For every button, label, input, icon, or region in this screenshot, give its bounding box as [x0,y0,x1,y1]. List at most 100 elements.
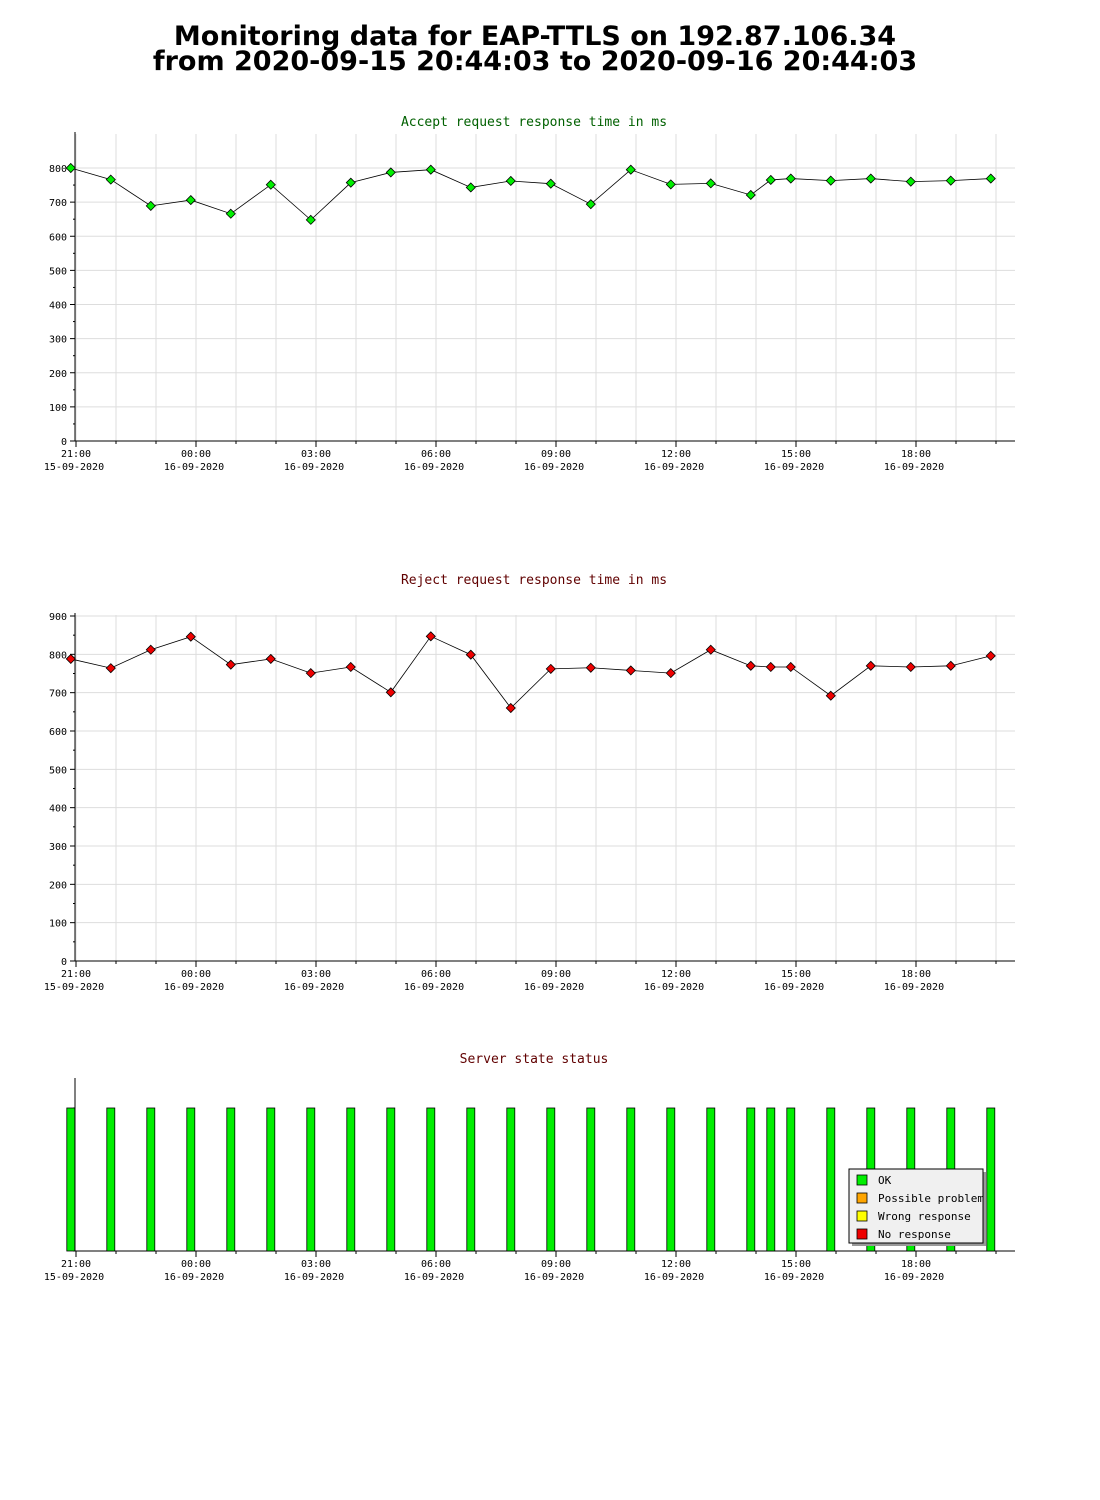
legend-label: OK [878,1174,892,1187]
data-point [985,173,996,184]
x-tick-label-time: 15:00 [781,449,811,460]
status-bar [666,1107,676,1252]
data-point [905,661,916,673]
x-tick-label-date: 15-09-2020 [44,462,104,473]
x-tick-label-time: 03:00 [301,969,331,980]
data-point [145,644,156,655]
x-tick-label-date: 16-09-2020 [884,982,944,993]
accept-response-chart: 0 100 200 300 400 500 600 700 800 Accept request … [44,115,1015,473]
y-tick-label: 600 [49,232,67,243]
x-tick-label-date: 16-09-2020 [164,1272,224,1283]
x-tick-label-time: 06:00 [421,969,451,980]
status-bar [506,1107,516,1252]
legend-swatch [856,1192,868,1204]
x-tick-label-date: 16-09-2020 [764,1272,824,1283]
data-point [105,663,116,674]
data-point [945,175,956,186]
data-point [505,702,516,714]
data-point [425,164,436,175]
x-tick-label-time: 09:00 [541,449,571,460]
x-tick-label-date: 16-09-2020 [164,982,224,993]
data-point [985,650,996,661]
x-tick-label-time: 09:00 [541,969,571,980]
data-point [765,174,776,186]
status-bar [586,1107,596,1252]
x-tick-label-time: 09:00 [541,1259,571,1270]
y-tick-label: 100 [49,919,67,930]
data-point [585,199,596,210]
y-tick-label: 400 [49,804,67,815]
data-point [545,178,556,189]
y-tick-label: 300 [49,335,67,346]
y-tick-label: 500 [49,765,67,776]
status-bar [766,1107,776,1252]
data-point [465,649,476,660]
y-tick-label: 900 [49,612,67,623]
data-point [385,167,396,178]
data-point [225,208,236,219]
data-point [385,687,396,698]
status-bar [306,1107,316,1252]
legend-swatch [856,1228,868,1240]
x-tick-label-date: 16-09-2020 [884,1272,944,1283]
series-line [70,167,991,221]
x-tick-label-date: 15-09-2020 [44,1272,104,1283]
reject-response-chart: 0 100 200 300 400 500 600 700 800 900 Reject reque… [44,573,1015,993]
chart-title: Reject request response time in ms [401,573,667,588]
status-bar [706,1107,716,1252]
x-tick-label-date: 16-09-2020 [284,1272,344,1283]
status-bar [266,1107,276,1252]
legend-swatch [856,1174,868,1186]
x-tick-label-time: 18:00 [901,449,931,460]
data-point [705,644,716,655]
y-tick-label: 0 [61,437,67,448]
data-point [65,653,76,664]
status-bar [466,1107,476,1252]
y-tick-label: 800 [49,650,67,661]
series-line [70,635,991,709]
x-tick-label-time: 18:00 [901,1259,931,1270]
x-tick-label-time: 12:00 [661,449,691,460]
data-point [745,189,756,201]
status-bar [626,1107,636,1252]
x-tick-label-date: 16-09-2020 [524,982,584,993]
y-tick-label: 0 [61,957,67,968]
y-tick-label: 800 [49,164,67,175]
x-tick-label-date: 16-09-2020 [764,982,824,993]
data-point [345,661,356,673]
data-point [825,175,836,186]
data-point [305,668,316,679]
x-tick-label-date: 16-09-2020 [404,462,464,473]
x-tick-label-time: 12:00 [661,969,691,980]
x-tick-label-time: 03:00 [301,1259,331,1270]
x-tick-label-date: 16-09-2020 [524,462,584,473]
x-tick-label-date: 16-09-2020 [404,982,464,993]
x-tick-label-date: 16-09-2020 [884,462,944,473]
data-point [225,659,236,670]
x-tick-label-date: 16-09-2020 [644,462,704,473]
status-bar [386,1107,396,1252]
chart-title: Server state status [460,1052,609,1067]
data-point [65,162,76,174]
x-tick-label-date: 16-09-2020 [164,462,224,473]
data-point [765,661,776,673]
status-bar [746,1107,756,1252]
status-bar [786,1107,796,1252]
y-tick-label: 200 [49,880,67,891]
x-tick-label-time: 00:00 [181,969,211,980]
y-tick-label: 200 [49,369,67,380]
data-point [945,660,956,671]
data-point [265,179,276,190]
x-tick-label-date: 16-09-2020 [404,1272,464,1283]
status-bar [106,1107,116,1252]
page-title-line-1: Monitoring data for EAP-TTLS on 192.87.1… [173,21,897,52]
x-tick-label-time: 18:00 [901,969,931,980]
status-bar [826,1107,836,1252]
y-tick-label: 300 [49,842,67,853]
status-bar [226,1107,236,1252]
x-tick-label-time: 15:00 [781,969,811,980]
chart-title: Accept request response time in ms [401,115,667,130]
x-tick-label-date: 16-09-2020 [284,982,344,993]
data-point [465,182,476,193]
